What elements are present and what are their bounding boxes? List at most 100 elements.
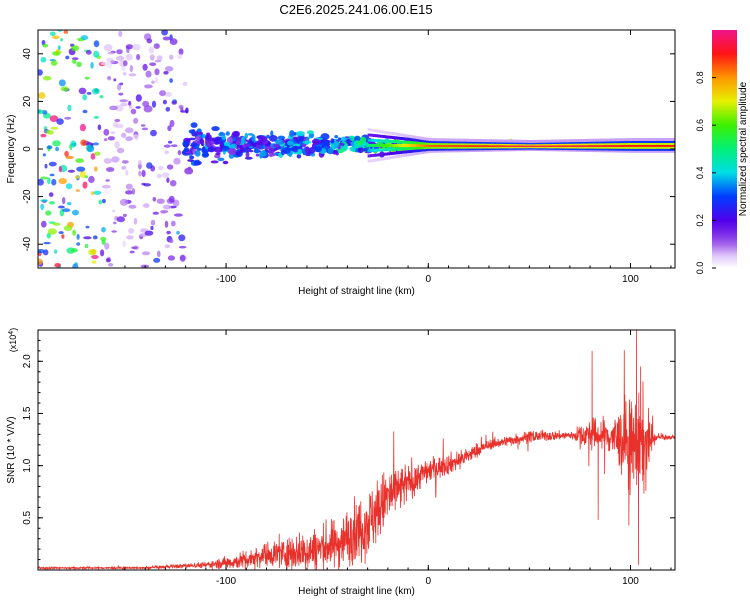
spectrogram-cell	[62, 208, 71, 213]
spectrogram-band	[649, 140, 653, 143]
spectrogram-band	[391, 136, 395, 140]
spectrogram-band	[639, 138, 643, 141]
spectrogram-band	[479, 147, 483, 151]
spectrogram-band	[411, 135, 415, 139]
spectrogram-cell	[47, 177, 51, 185]
spectrogram-band	[452, 138, 456, 142]
spectrogram-band	[632, 143, 636, 147]
spectrogram-band	[387, 135, 390, 139]
spectrogram-cell	[121, 160, 129, 164]
spectrogram-cell	[38, 249, 45, 254]
spectrogram-band	[428, 149, 432, 153]
spectrogram-band	[428, 140, 432, 143]
spectrogram-cell	[64, 150, 69, 157]
spectrogram-band	[421, 148, 424, 152]
spectrogram-cell	[211, 126, 220, 132]
spectrogram-cell	[167, 125, 172, 132]
spectrogram-band	[610, 142, 614, 146]
spectrogram-band	[367, 154, 371, 158]
spectrogram-cell	[60, 86, 69, 92]
spectrogram-band	[399, 147, 403, 151]
spectrogram-cell	[97, 124, 102, 131]
spectrogram-cell	[343, 143, 348, 151]
spectrogram-band	[370, 138, 373, 142]
spectrogram-band	[615, 145, 619, 149]
spectrogram-cell	[88, 175, 95, 184]
spectrogram-band	[573, 145, 577, 149]
spectrogram-cell	[153, 43, 160, 49]
spectrogram-cell	[164, 66, 174, 72]
spectrogram-band	[571, 148, 575, 152]
spectrogram-band	[615, 140, 619, 144]
spectrogram-band	[421, 143, 424, 147]
spectrogram-band	[394, 140, 398, 144]
spectrogram-cell	[76, 166, 86, 172]
spectrogram-cell	[76, 233, 80, 240]
spectrogram-band	[586, 142, 589, 146]
spectrogram-band	[656, 140, 660, 143]
spectrogram-band	[564, 145, 568, 149]
spectrogram-cell	[128, 100, 132, 107]
spectrogram-band	[649, 142, 653, 145]
spectrogram-cell	[235, 151, 241, 156]
spectrogram-band	[450, 142, 454, 146]
spectrogram-cell	[43, 241, 51, 245]
spectrogram-band	[452, 149, 456, 153]
spectrogram-band	[486, 140, 490, 144]
spectrogram-band	[430, 138, 434, 142]
spectrogram-band	[406, 137, 410, 141]
spectrogram-cell	[298, 136, 304, 142]
spectrogram-band	[489, 145, 492, 149]
spectrogram-band	[479, 143, 483, 147]
spectrogram-band	[476, 140, 480, 144]
spectrogram-cell	[72, 209, 79, 216]
spectrogram-band	[673, 142, 675, 145]
spectrogram-band	[416, 149, 420, 153]
spectrogram-band	[408, 143, 412, 147]
spectrogram-band	[646, 149, 650, 153]
spectrogram-cell	[142, 63, 148, 71]
spectrogram-cell	[357, 146, 364, 154]
spectrogram-band	[464, 145, 468, 149]
spectrogram-cell	[40, 56, 47, 63]
spectrogram-band	[629, 145, 633, 149]
spectrogram-band	[404, 134, 407, 138]
spectrogram-cell	[65, 55, 70, 60]
spectrogram-band	[637, 147, 640, 151]
spectrogram-band	[569, 145, 572, 149]
spectrogram-cell	[167, 255, 175, 261]
y-tick-label: 0	[22, 146, 33, 152]
spectrogram-band	[593, 140, 597, 144]
spectrogram-band	[571, 145, 575, 149]
spectrogram-band	[651, 149, 655, 153]
spectrogram-band	[491, 148, 495, 152]
spectrogram-band	[464, 149, 468, 153]
spectrogram-band	[622, 140, 626, 144]
spectrogram-cell	[141, 127, 149, 131]
spectrogram-band	[370, 149, 373, 152]
spectrogram-band	[440, 143, 444, 147]
spectrogram-band	[634, 149, 638, 153]
spectrogram-band	[411, 149, 415, 153]
spectrogram-band	[486, 148, 490, 152]
spectrogram-band	[450, 149, 454, 153]
spectrogram-band	[467, 145, 471, 149]
spectrogram-band	[498, 148, 502, 152]
spectrogram-band	[658, 140, 662, 143]
spectrogram-cell	[340, 136, 347, 142]
spectrogram-band	[464, 142, 468, 146]
spectrogram-band	[583, 143, 587, 147]
spectrogram-cell	[245, 151, 250, 158]
spectrogram-band	[450, 140, 454, 144]
spectrogram-cell	[85, 225, 90, 229]
spectrogram-band	[370, 128, 373, 132]
spectrogram-cell	[75, 158, 84, 164]
spectrogram-cell	[105, 258, 111, 263]
spectrogram-cell	[274, 139, 284, 145]
colorbar-gradient	[712, 30, 737, 268]
spectrogram-band	[586, 147, 589, 151]
spectrogram-cell	[163, 144, 171, 148]
spectrogram-band	[401, 147, 405, 151]
spectrogram-cell	[94, 166, 98, 172]
